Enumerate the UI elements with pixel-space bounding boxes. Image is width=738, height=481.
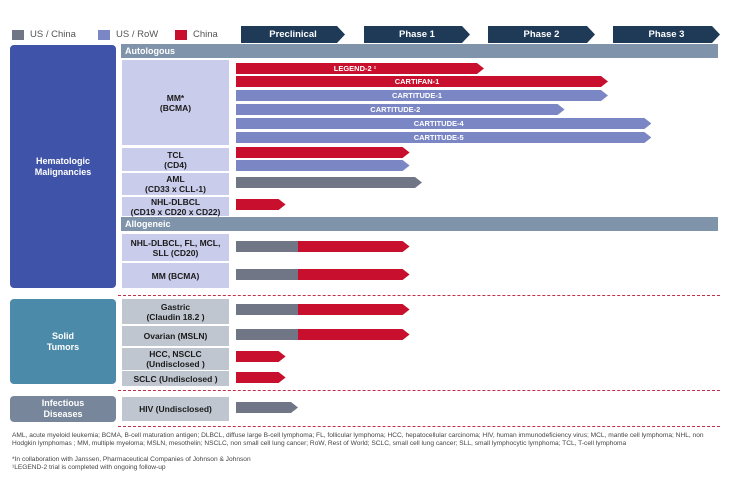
pipeline-bar: CARTITUDE-2 xyxy=(236,104,565,115)
legend-swatch-us-china xyxy=(12,30,24,40)
phase-header-preclinical: Preclinical xyxy=(241,26,345,43)
pipeline-bar-label: CARTITUDE-5 xyxy=(413,133,464,142)
footnote-abbreviations-2: Hodgkin lymphomas ; MM, multiple myeloma… xyxy=(12,440,627,447)
phase-header-phase-3: Phase 3 xyxy=(613,26,720,43)
footnote-janssen: *In collaboration with Janssen, Pharmace… xyxy=(12,456,251,463)
indication-mm-bcma-allogeneic: MM (BCMA) xyxy=(122,263,229,288)
legend-label-us-row: US / RoW xyxy=(116,29,159,40)
pipeline-bar xyxy=(236,329,410,340)
legend-label-china: China xyxy=(193,29,218,40)
divider-hematologic-solid xyxy=(118,295,720,296)
pipeline-bar-label: CARTITUDE-4 xyxy=(413,119,464,128)
footnote-abbreviations-1: AML, acute myeloid leukemia; BCMA, B-cel… xyxy=(12,432,704,439)
pipeline-bar xyxy=(236,160,410,171)
pipeline-bar xyxy=(236,241,410,252)
indication-hiv: HIV (Undisclosed) xyxy=(122,397,229,421)
divider-solid-infectious xyxy=(118,390,720,391)
legend-label-us-china: US / China xyxy=(30,29,76,40)
pipeline-bar-label: CARTITUDE-1 xyxy=(392,91,442,100)
indication-aml: AML (CD33 x CLL-1) xyxy=(122,173,229,195)
pipeline-bar-label: CARTIFAN-1 xyxy=(394,77,440,86)
pipeline-bar xyxy=(236,199,286,210)
subheader-allogeneic: Allogeneic xyxy=(121,217,718,231)
indication-gastric: Gastric (Claudin 18.2 ) xyxy=(122,299,229,324)
indication-sclc: SCLC (Undisclosed ) xyxy=(122,371,229,386)
pipeline-bar-label: LEGEND-2 ¹ xyxy=(333,64,377,73)
pipeline-bar: CARTITUDE-4 xyxy=(236,118,651,129)
divider-bottom xyxy=(118,426,720,427)
pipeline-bar xyxy=(236,269,410,280)
phase-header-phase-1: Phase 1 xyxy=(364,26,470,43)
group-infectious-diseases: Infectious Diseases xyxy=(10,396,116,422)
pipeline-bar xyxy=(236,402,298,413)
indication-nhl-dlbcl-cd20: NHL-DLBCL, FL, MCL, SLL (CD20) xyxy=(122,234,229,261)
pipeline-bar: CARTITUDE-1 xyxy=(236,90,608,101)
indication-ovarian: Ovarian (MSLN) xyxy=(122,326,229,346)
pipeline-bar: CARTIFAN-1 xyxy=(236,76,608,87)
pipeline-bar: CARTITUDE-5 xyxy=(236,132,651,143)
pipeline-bar xyxy=(236,304,410,315)
footnote-legend-2: ¹LEGEND-2 trial is completed with ongoin… xyxy=(12,464,166,471)
pipeline-bar: LEGEND-2 ¹ xyxy=(236,63,484,74)
phase-header-phase-2: Phase 2 xyxy=(488,26,595,43)
legend-swatch-us-row xyxy=(98,30,110,40)
group-solid-tumors: Solid Tumors xyxy=(10,299,116,384)
indication-mm-bcma: MM* (BCMA) xyxy=(122,60,229,145)
indication-tcl-cd4: TCL (CD4) xyxy=(122,148,229,171)
pipeline-bar xyxy=(236,351,286,362)
group-hematologic-malignancies: Hematologic Malignancies xyxy=(10,45,116,288)
pipeline-bar-label: CARTITUDE-2 xyxy=(370,105,421,114)
pipeline-bar xyxy=(236,177,422,188)
pipeline-bar xyxy=(236,147,410,158)
indication-hcc-nsclc: HCC, NSCLC (Undisclosed ) xyxy=(122,348,229,370)
indication-nhl-dlbcl-triple: NHL-DLBCL (CD19 x CD20 x CD22) xyxy=(122,197,229,217)
legend-swatch-china xyxy=(175,30,187,40)
subheader-autologous: Autologous xyxy=(121,44,718,58)
pipeline-bar xyxy=(236,372,286,383)
